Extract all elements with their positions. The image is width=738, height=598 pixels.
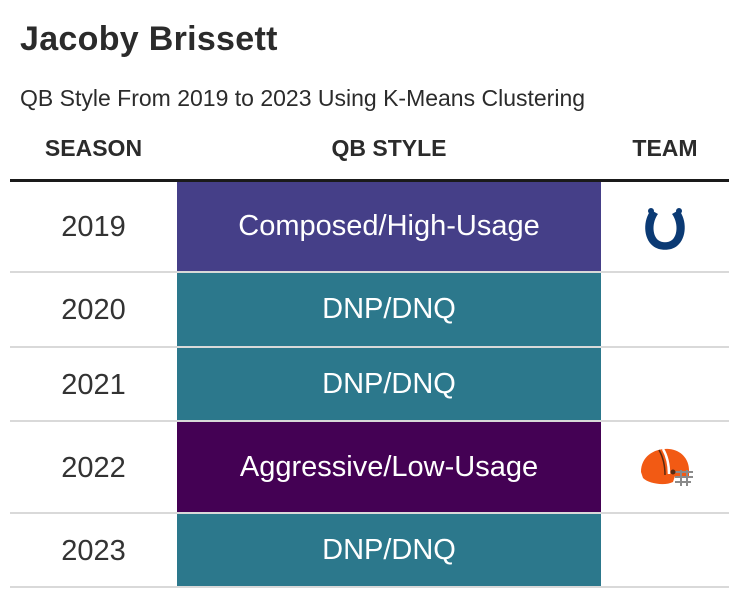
column-header-team: TEAM <box>632 135 698 161</box>
qb-style-cell: Composed/High-Usage <box>177 182 601 271</box>
header-divider <box>10 179 729 182</box>
column-header-season: SEASON <box>44 135 143 161</box>
table-row: 2023 DNP/DNQ <box>10 514 729 588</box>
season-cell: 2019 <box>61 211 126 243</box>
season-cell: 2020 <box>61 294 126 326</box>
team-cell <box>601 273 729 348</box>
row-divider <box>10 512 729 514</box>
row-divider <box>10 420 729 422</box>
qb-style-cell: Aggressive/Low-Usage <box>177 422 601 512</box>
team-cell <box>601 514 729 588</box>
browns-helmet-icon <box>641 448 693 486</box>
season-cell: 2022 <box>61 451 126 484</box>
season-cell: 2021 <box>61 368 126 401</box>
table-row: 2019 Composed/High-Usage <box>10 182 729 273</box>
row-divider <box>10 346 729 348</box>
team-cell <box>601 182 729 273</box>
table-row: 2022 Aggressive/Low-Usage <box>10 422 729 514</box>
qb-style-cell: DNP/DNQ <box>177 514 601 586</box>
column-header-qb-style: QB STYLE <box>331 135 447 161</box>
row-divider <box>10 586 729 588</box>
page-title: Jacoby Brissett <box>20 20 278 58</box>
team-cell <box>601 348 729 422</box>
qb-style-cell: DNP/DNQ <box>177 348 601 420</box>
qb-style-cell: DNP/DNQ <box>177 273 601 346</box>
page-subtitle: QB Style From 2019 to 2023 Using K-Means… <box>20 85 586 111</box>
table-row: 2021 DNP/DNQ <box>10 348 729 422</box>
colts-horseshoe-icon <box>645 207 685 250</box>
team-cell <box>601 422 729 514</box>
table-row: 2020 DNP/DNQ <box>10 273 729 348</box>
season-cell: 2023 <box>61 534 126 567</box>
row-divider <box>10 271 729 273</box>
